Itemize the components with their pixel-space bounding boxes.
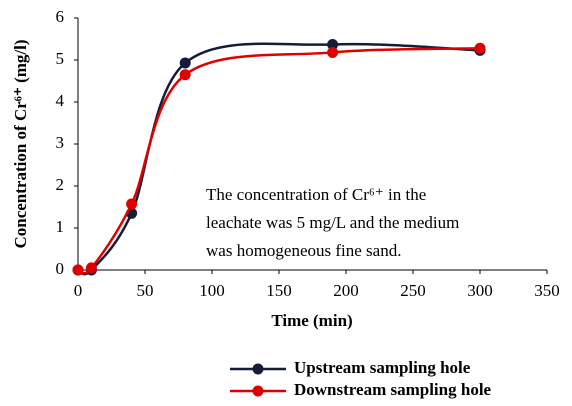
marker bbox=[179, 69, 191, 81]
legend-label: Downstream sampling hole bbox=[294, 380, 492, 399]
series-line bbox=[77, 42, 481, 276]
x-tick-label: 0 bbox=[74, 281, 83, 300]
y-tick-label: 0 bbox=[56, 259, 65, 278]
marker bbox=[72, 264, 84, 276]
x-tick-label: 300 bbox=[467, 281, 493, 300]
series-line bbox=[77, 46, 481, 275]
y-tick-label: 2 bbox=[56, 175, 65, 194]
y-axis-title: Concentration of Cr⁶⁺ (mg/l) bbox=[11, 39, 30, 248]
legend-label: Upstream sampling hole bbox=[294, 358, 471, 377]
y-tick-label: 1 bbox=[56, 217, 65, 236]
x-tick-label: 100 bbox=[199, 281, 225, 300]
y-tick-label: 4 bbox=[56, 91, 65, 110]
legend-marker bbox=[252, 385, 264, 397]
x-tick-label: 350 bbox=[534, 281, 560, 300]
marker bbox=[179, 57, 191, 69]
x-tick-label: 200 bbox=[333, 281, 359, 300]
y-tick-label: 3 bbox=[56, 133, 65, 152]
y-tick-label: 6 bbox=[56, 7, 65, 26]
legend-marker bbox=[252, 363, 264, 375]
x-axis-title: Time (min) bbox=[271, 311, 352, 330]
marker bbox=[126, 198, 138, 210]
annotation: was homogeneous fine sand. bbox=[206, 241, 401, 260]
marker bbox=[327, 46, 339, 58]
marker bbox=[85, 262, 97, 274]
annotation: leachate was 5 mg/L and the medium bbox=[206, 213, 459, 232]
x-tick-label: 50 bbox=[137, 281, 154, 300]
x-tick-label: 150 bbox=[266, 281, 292, 300]
marker bbox=[327, 38, 339, 50]
marker bbox=[474, 42, 486, 54]
annotation: The concentration of Cr⁶⁺ in the bbox=[206, 185, 426, 204]
x-tick-label: 250 bbox=[400, 281, 426, 300]
y-tick-label: 5 bbox=[56, 49, 65, 68]
